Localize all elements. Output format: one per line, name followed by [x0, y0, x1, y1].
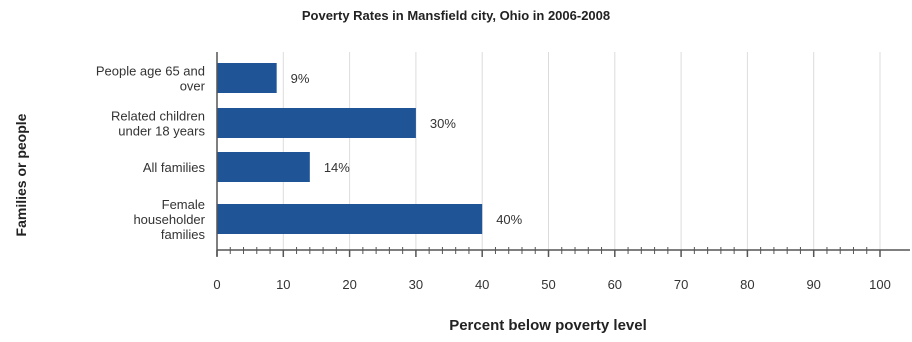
x-tick-label-0: 0	[213, 277, 220, 292]
bars	[217, 63, 483, 234]
chart-title: Poverty Rates in Mansfield city, Ohio in…	[302, 8, 610, 23]
bar-1	[217, 108, 416, 138]
x-tick-label-50: 50	[541, 277, 555, 292]
category-label-2: All families	[143, 160, 206, 175]
gridlines	[282, 52, 881, 250]
bar-3	[217, 204, 483, 234]
data-label-3: 40%	[496, 212, 522, 227]
x-axis	[216, 52, 910, 257]
x-tick-label-60: 60	[608, 277, 622, 292]
data-label-1: 30%	[430, 116, 456, 131]
data-label-0: 9%	[291, 71, 310, 86]
category-label-0: People age 65 and over	[96, 64, 206, 94]
x-tick-label-20: 20	[342, 277, 356, 292]
x-tick-label-30: 30	[409, 277, 423, 292]
bar-2	[217, 152, 310, 182]
category-label-1: Related children under 18 years	[111, 109, 205, 139]
x-tick-labels: 0 10 20 30 40 50 60 70 80 90 100	[213, 277, 890, 292]
category-label-3: Female householder families	[133, 197, 205, 242]
x-tick-label-90: 90	[806, 277, 820, 292]
x-tick-label-10: 10	[276, 277, 290, 292]
x-tick-label-100: 100	[869, 277, 891, 292]
x-tick-label-40: 40	[475, 277, 489, 292]
data-label-2: 14%	[324, 160, 350, 175]
data-labels: 9% 30% 14% 40%	[291, 71, 523, 227]
bar-0	[217, 63, 277, 93]
category-labels: People age 65 and over Related children und…	[96, 64, 206, 243]
x-tick-label-70: 70	[674, 277, 688, 292]
y-axis-label: Families or people	[13, 113, 29, 236]
x-axis-label: Percent below poverty level	[449, 317, 647, 334]
x-tick-label-80: 80	[740, 277, 754, 292]
